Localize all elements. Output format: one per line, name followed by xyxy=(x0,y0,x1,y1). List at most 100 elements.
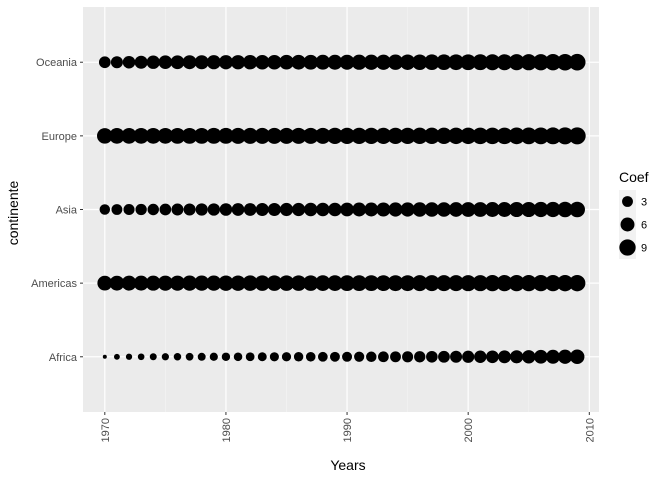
data-point xyxy=(327,275,343,291)
data-point xyxy=(508,54,525,71)
x-tick-label: 1990 xyxy=(342,418,354,442)
data-point xyxy=(352,202,367,217)
legend-key-point xyxy=(619,239,636,256)
data-point xyxy=(243,203,257,216)
y-axis-ticks: Africa Americas Asia Europe Oceania xyxy=(31,57,83,364)
data-point xyxy=(351,54,367,70)
data-point xyxy=(520,127,538,145)
data-point xyxy=(496,54,513,71)
data-point xyxy=(242,127,259,144)
data-point xyxy=(376,202,391,217)
y-tick-label: Americas xyxy=(31,278,77,290)
data-point xyxy=(255,54,270,70)
x-axis-ticks: 1970 1980 1990 2000 2010 xyxy=(100,412,596,442)
data-point xyxy=(484,54,501,71)
data-point xyxy=(327,54,343,70)
data-point xyxy=(556,53,574,71)
data-point xyxy=(508,127,525,145)
data-point xyxy=(556,274,574,292)
data-point xyxy=(183,203,196,216)
legend-label: 9 xyxy=(641,243,647,255)
data-point xyxy=(375,54,392,70)
y-tick-label: Europe xyxy=(42,131,77,143)
data-point xyxy=(472,54,489,71)
data-point xyxy=(242,275,258,291)
data-point xyxy=(399,54,416,70)
data-point xyxy=(569,349,585,365)
data-point xyxy=(399,127,416,145)
y-tick-label: Africa xyxy=(49,352,78,364)
data-point xyxy=(99,204,111,215)
data-point xyxy=(257,352,267,362)
data-point xyxy=(363,54,379,70)
data-point xyxy=(145,275,161,291)
data-point xyxy=(194,275,210,291)
data-point xyxy=(388,202,403,217)
data-point xyxy=(340,202,354,217)
data-point xyxy=(205,127,222,144)
data-point xyxy=(254,127,271,144)
data-point xyxy=(242,55,258,70)
data-point xyxy=(436,202,452,217)
data-point xyxy=(302,275,319,291)
data-point xyxy=(508,275,525,292)
data-point xyxy=(412,202,427,217)
data-point xyxy=(111,204,123,215)
data-point xyxy=(497,202,513,217)
y-tick-label: Oceania xyxy=(36,57,78,69)
data-point xyxy=(544,274,562,292)
data-point xyxy=(278,127,295,144)
data-point xyxy=(423,127,441,145)
data-point xyxy=(109,128,125,144)
data-point xyxy=(363,127,380,144)
data-point xyxy=(293,352,304,362)
data-point xyxy=(110,56,123,69)
data-point xyxy=(221,352,231,361)
data-point xyxy=(207,203,220,216)
data-point xyxy=(269,352,279,362)
data-point xyxy=(102,354,107,359)
data-point xyxy=(520,54,537,71)
data-point xyxy=(209,352,218,361)
data-point xyxy=(339,54,355,70)
data-point xyxy=(438,350,450,363)
data-point xyxy=(387,275,404,292)
data-point xyxy=(568,127,586,145)
data-point xyxy=(109,275,125,291)
data-point xyxy=(424,54,440,71)
data-point xyxy=(448,202,464,217)
data-point xyxy=(279,202,294,217)
data-point xyxy=(472,202,488,217)
data-point xyxy=(316,202,330,217)
data-point xyxy=(161,353,169,361)
legend-label: 6 xyxy=(641,220,647,232)
data-point xyxy=(557,349,573,364)
data-point xyxy=(462,350,475,363)
x-tick-label: 2000 xyxy=(463,418,475,442)
data-point xyxy=(315,275,331,291)
data-point xyxy=(459,127,477,145)
data-point xyxy=(375,275,392,292)
data-point xyxy=(170,55,185,70)
data-point xyxy=(399,275,416,292)
data-point xyxy=(400,202,415,217)
data-point xyxy=(532,54,549,71)
data-point xyxy=(544,54,562,71)
legend-entries: 3 6 9 xyxy=(619,190,647,259)
data-point xyxy=(387,54,404,70)
y-tick-label: Asia xyxy=(56,205,78,217)
data-point xyxy=(133,275,149,291)
data-point xyxy=(354,351,365,362)
data-point xyxy=(520,275,537,292)
data-point xyxy=(387,127,404,145)
x-axis-title: Years xyxy=(330,457,365,473)
data-point xyxy=(557,201,573,218)
data-point xyxy=(169,275,186,291)
data-point xyxy=(194,55,209,70)
data-point xyxy=(291,202,306,217)
data-point xyxy=(98,56,111,69)
data-point xyxy=(450,350,463,363)
data-point xyxy=(545,201,561,218)
data-point xyxy=(182,55,197,70)
